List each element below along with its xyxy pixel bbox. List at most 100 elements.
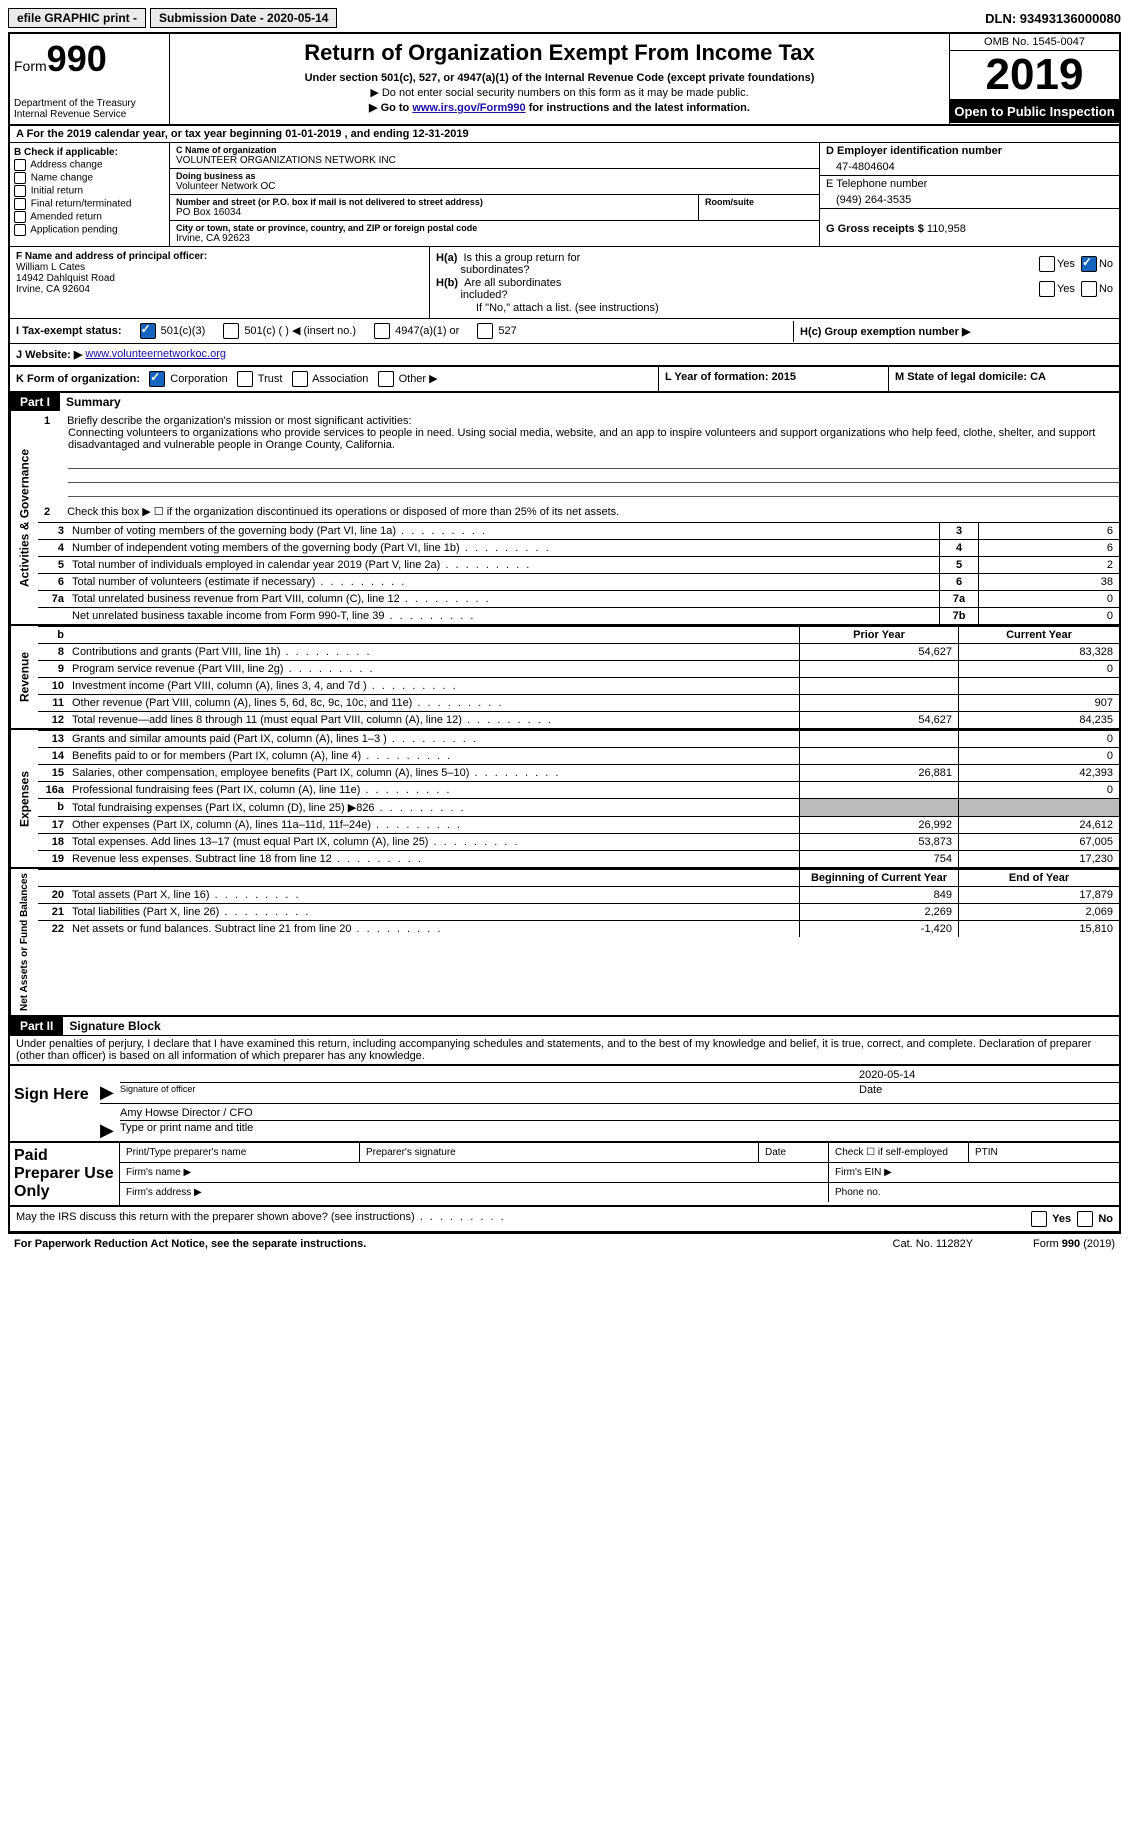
open-inspection: Open to Public Inspection	[950, 100, 1119, 123]
row-a-calendar: A For the 2019 calendar year, or tax yea…	[10, 126, 1119, 143]
sig-name-value: Amy Howse Director / CFO	[120, 1107, 253, 1119]
ssn-warning: ▶ Do not enter social security numbers o…	[178, 86, 941, 99]
501c3-checkbox[interactable]	[140, 323, 156, 339]
assoc-label: Association	[312, 373, 368, 385]
irs-link[interactable]: www.irs.gov/Form990	[412, 102, 525, 114]
row-desc: Contributions and grants (Part VIII, lin…	[68, 644, 799, 660]
j-label: J Website: ▶	[16, 348, 82, 361]
other-checkbox[interactable]	[378, 371, 394, 387]
dept-label: Department of the Treasury Internal Reve…	[14, 98, 165, 120]
gov-row: 6 Total number of volunteers (estimate i…	[38, 573, 1119, 590]
form-container: Form990 Department of the Treasury Inter…	[8, 32, 1121, 1234]
fin-row: 8 Contributions and grants (Part VIII, l…	[38, 643, 1119, 660]
mission-line3	[68, 483, 1119, 497]
row-desc: Program service revenue (Part VIII, line…	[68, 661, 799, 677]
discuss-text: May the IRS discuss this return with the…	[16, 1211, 1031, 1227]
e-label: E Telephone number	[826, 178, 1113, 190]
sig-officer-label: Signature of officer	[120, 1082, 859, 1103]
fin-row: 13 Grants and similar amounts paid (Part…	[38, 730, 1119, 747]
part1-title: Summary	[60, 393, 127, 411]
gov-row: 7a Total unrelated business revenue from…	[38, 590, 1119, 607]
officer-addr2: Irvine, CA 92604	[16, 284, 90, 295]
gross-receipts: 110,958	[927, 223, 966, 235]
prep-date-label: Date	[759, 1143, 829, 1162]
efile-print-button[interactable]: efile GRAPHIC print -	[8, 8, 146, 28]
row-desc: Total unrelated business revenue from Pa…	[68, 591, 939, 607]
c-label: C Name of organization	[176, 145, 813, 155]
row-num: 15	[38, 765, 68, 781]
line1-text: Briefly describe the organization's miss…	[67, 415, 411, 427]
hb-yes-checkbox[interactable]	[1039, 281, 1055, 297]
column-b: B Check if applicable: Address change Na…	[10, 143, 170, 246]
app-pending-checkbox[interactable]	[14, 224, 26, 236]
ein-value: 47-4804604	[826, 157, 1113, 173]
ha-yes-checkbox[interactable]	[1039, 256, 1055, 272]
discuss-no: No	[1098, 1213, 1113, 1225]
fin-row: 10 Investment income (Part VIII, column …	[38, 677, 1119, 694]
row-num: 13	[38, 731, 68, 747]
row-cy: 24,612	[959, 817, 1119, 833]
row-num: 9	[38, 661, 68, 677]
ha-no-checkbox[interactable]	[1081, 256, 1097, 272]
hb-no-checkbox[interactable]	[1081, 281, 1097, 297]
assoc-checkbox[interactable]	[292, 371, 308, 387]
addr-value: PO Box 16034	[176, 207, 692, 218]
declaration-text: Under penalties of perjury, I declare th…	[10, 1035, 1119, 1066]
row-box: 7b	[939, 608, 979, 624]
row-num: 17	[38, 817, 68, 833]
k-box: K Form of organization: Corporation Trus…	[10, 367, 659, 391]
name-change-checkbox[interactable]	[14, 172, 26, 184]
row-cy	[959, 678, 1119, 694]
row-desc: Other revenue (Part VIII, column (A), li…	[68, 695, 799, 711]
final-return-checkbox[interactable]	[14, 198, 26, 210]
row-desc: Total liabilities (Part X, line 26)	[68, 904, 799, 920]
name-arrow-icon: ▶	[100, 1120, 120, 1141]
row-desc: Total fundraising expenses (Part IX, col…	[68, 799, 799, 816]
dba-value: Volunteer Network OC	[176, 181, 813, 192]
dln-number: DLN: 93493136000080	[985, 11, 1121, 26]
g-label: G Gross receipts $	[826, 223, 924, 235]
row-val: 38	[979, 574, 1119, 590]
i-label: I Tax-exempt status:	[16, 325, 122, 337]
fin-row: 9 Program service revenue (Part VIII, li…	[38, 660, 1119, 677]
col-b-num: b	[38, 627, 68, 643]
addr-change-checkbox[interactable]	[14, 159, 26, 171]
row-cy	[959, 799, 1119, 816]
row-num: 8	[38, 644, 68, 660]
row-val: 2	[979, 557, 1119, 573]
fin-row: 12 Total revenue—add lines 8 through 11 …	[38, 711, 1119, 728]
501c-checkbox[interactable]	[223, 323, 239, 339]
fin-row: 18 Total expenses. Add lines 13–17 (must…	[38, 833, 1119, 850]
row-cy: 67,005	[959, 834, 1119, 850]
fin-row: 14 Benefits paid to or for members (Part…	[38, 747, 1119, 764]
trust-checkbox[interactable]	[237, 371, 253, 387]
row-cy: 0	[959, 782, 1119, 798]
discuss-yes-checkbox[interactable]	[1031, 1211, 1047, 1227]
row-val: 6	[979, 540, 1119, 556]
row-py: 849	[799, 887, 959, 903]
discuss-no-checkbox[interactable]	[1077, 1211, 1093, 1227]
website-link[interactable]: www.volunteernetworkoc.org	[85, 348, 226, 361]
row-box: 7a	[939, 591, 979, 607]
amended-checkbox[interactable]	[14, 211, 26, 223]
m-box: M State of legal domicile: CA	[889, 367, 1119, 391]
line1-num: 1	[44, 415, 64, 427]
k-label: K Form of organization:	[16, 373, 140, 385]
h-box: H(a) Is this a group return for subordin…	[430, 247, 1119, 318]
mission-text: Connecting volunteers to organizations w…	[68, 427, 1095, 451]
form-number: 990	[47, 38, 107, 79]
form-title-box: Return of Organization Exempt From Incom…	[170, 34, 949, 124]
527-checkbox[interactable]	[477, 323, 493, 339]
row-num: 6	[38, 574, 68, 590]
4947-checkbox[interactable]	[374, 323, 390, 339]
row-num: 5	[38, 557, 68, 573]
sig-name-label: Type or print name and title	[120, 1122, 253, 1134]
firm-name-label: Firm's name ▶	[120, 1163, 829, 1182]
tax-year: 2019	[950, 51, 1119, 100]
501c3-label: 501(c)(3)	[161, 325, 206, 337]
corp-checkbox[interactable]	[149, 371, 165, 387]
line2-text: Check this box ▶ ☐ if the organization d…	[67, 506, 619, 518]
addr-change-label: Address change	[30, 160, 102, 171]
row-desc: Total number of individuals employed in …	[68, 557, 939, 573]
initial-return-checkbox[interactable]	[14, 185, 26, 197]
